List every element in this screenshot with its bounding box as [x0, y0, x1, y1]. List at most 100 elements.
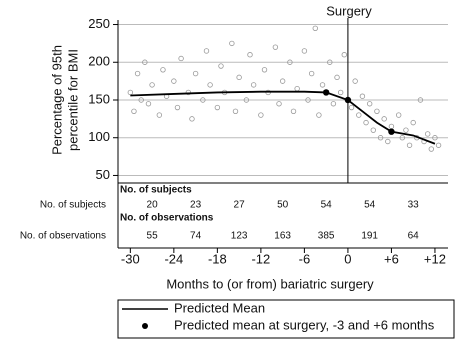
- table-value: 50: [277, 200, 289, 211]
- x-axis-label: Months to (or from) bariatric surgery: [166, 276, 374, 291]
- observation-point: [406, 142, 413, 148]
- table-value: 54: [321, 200, 333, 211]
- observation-point: [156, 112, 163, 118]
- observation-point: [388, 123, 395, 130]
- observation-point: [403, 127, 409, 133]
- observation-point: [377, 135, 384, 141]
- y-tick-label: 200: [88, 54, 110, 69]
- observation-point: [287, 59, 293, 65]
- observation-point: [131, 108, 137, 115]
- observation-point: [207, 82, 213, 88]
- observation-point: [279, 78, 286, 84]
- observation-point: [363, 119, 369, 126]
- y-axis-label: Percentage of 95th: [49, 45, 64, 155]
- table-row-label: No. of subjects: [40, 200, 106, 211]
- table-value: 385: [318, 231, 335, 242]
- observation-point: [145, 101, 152, 107]
- y-tick-label: 50: [96, 167, 110, 182]
- observation-point: [327, 59, 333, 65]
- observation-point: [337, 89, 344, 96]
- x-tick-label: -30: [121, 251, 140, 266]
- key-point: [388, 128, 395, 135]
- x-tick-label: -6: [299, 251, 311, 266]
- observation-point: [410, 119, 416, 126]
- observation-point: [229, 40, 235, 47]
- observation-point: [127, 89, 134, 96]
- key-point: [344, 96, 352, 104]
- observation-point: [341, 52, 347, 58]
- observation-point: [189, 116, 195, 122]
- table-value: 23: [190, 200, 202, 211]
- observation-point: [356, 112, 362, 118]
- observation-point: [359, 93, 366, 99]
- observation-point: [134, 70, 141, 77]
- table-value: 191: [361, 231, 378, 242]
- observation-point: [138, 97, 144, 103]
- observation-point: [214, 104, 221, 111]
- observation-point: [301, 48, 308, 54]
- y-axis-label: percentile for BMI: [65, 49, 80, 151]
- observation-point: [308, 70, 315, 77]
- observation-point: [142, 59, 148, 65]
- table-value: 27: [234, 200, 246, 211]
- table-title: No. of subjects: [120, 185, 192, 196]
- x-tick-label: -18: [208, 251, 227, 266]
- observation-point: [319, 82, 326, 88]
- observation-point: [192, 70, 199, 77]
- observation-point: [348, 104, 355, 111]
- surgery-label: Surgery: [326, 3, 372, 18]
- y-tick-label: 150: [88, 91, 110, 106]
- observation-point: [428, 146, 435, 152]
- x-tick-label: -12: [251, 251, 270, 266]
- observation-point: [261, 67, 268, 73]
- observation-point: [250, 82, 257, 88]
- observation-point: [385, 138, 391, 145]
- table-value: 64: [408, 231, 420, 242]
- table-value: 123: [231, 231, 248, 242]
- observation-point: [366, 101, 373, 107]
- observation-point: [174, 104, 181, 111]
- table-value: 33: [408, 200, 420, 211]
- observation-point: [330, 101, 337, 107]
- x-tick-label: -24: [164, 251, 183, 266]
- observation-point: [272, 44, 279, 50]
- x-tick-label: 0: [344, 251, 351, 266]
- x-tick-label: +12: [424, 251, 446, 266]
- observation-point: [395, 112, 402, 118]
- observation-point: [312, 25, 318, 32]
- observation-point: [203, 48, 210, 54]
- observation-point: [236, 74, 242, 81]
- observation-point: [432, 135, 438, 141]
- table-value: 74: [190, 231, 202, 242]
- observation-point: [200, 97, 206, 103]
- observation-point: [185, 89, 192, 96]
- observation-point: [171, 78, 177, 84]
- key-point: [322, 89, 330, 96]
- observation-point: [316, 112, 322, 118]
- legend-box: [117, 299, 455, 339]
- observation-point: [276, 101, 282, 107]
- observation-point: [424, 131, 431, 137]
- observation-point: [435, 142, 442, 148]
- legend-label: Predicted Mean: [174, 300, 265, 315]
- observation-point: [160, 67, 166, 73]
- observation-point: [294, 85, 300, 92]
- x-tick-label: +6: [384, 251, 399, 266]
- table-title: No. of observations: [120, 213, 214, 224]
- observation-point: [178, 55, 184, 62]
- table-row-label: No. of observations: [20, 231, 106, 242]
- table-value: 54: [364, 200, 376, 211]
- y-tick-label: 250: [88, 16, 110, 31]
- table-value: 163: [274, 231, 291, 242]
- observation-point: [290, 108, 297, 115]
- observation-point: [149, 82, 155, 88]
- observation-point: [352, 78, 358, 84]
- observation-point: [305, 97, 311, 103]
- observation-point: [399, 135, 406, 141]
- observation-point: [247, 52, 253, 58]
- observation-point: [243, 97, 250, 103]
- legend-dot-swatch: [142, 323, 148, 329]
- observation-point: [374, 108, 380, 115]
- table-value: 55: [147, 231, 159, 242]
